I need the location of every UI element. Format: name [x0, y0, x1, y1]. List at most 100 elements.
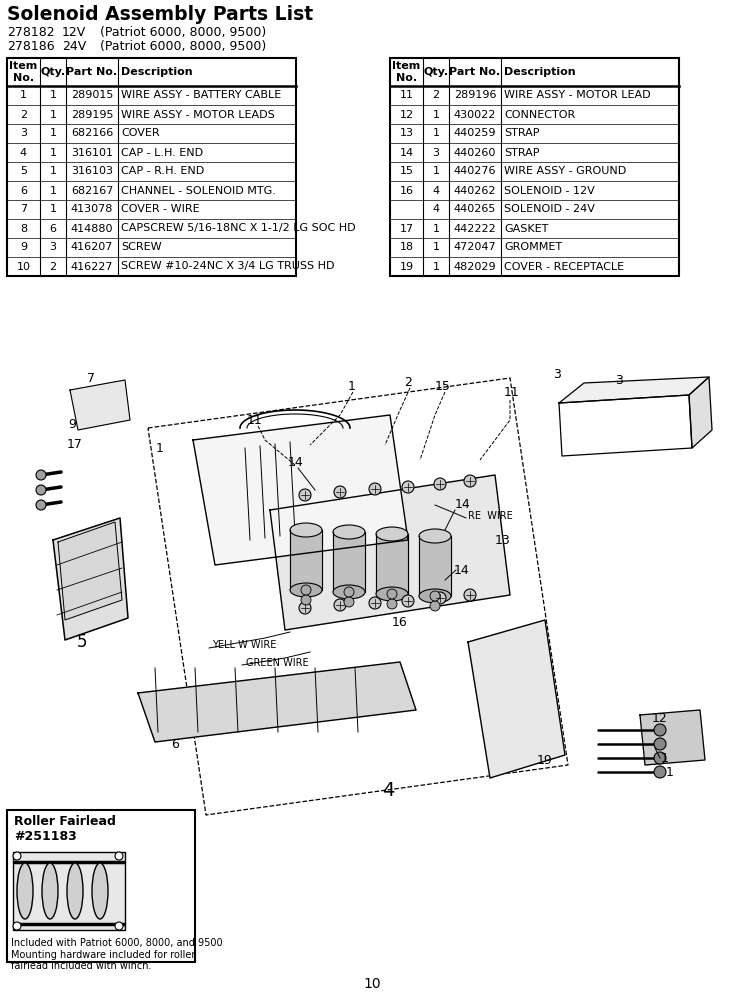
Text: 13: 13: [495, 534, 511, 547]
Text: 1: 1: [666, 765, 674, 778]
Text: 1: 1: [50, 128, 57, 138]
Text: 17: 17: [67, 437, 83, 450]
Circle shape: [430, 591, 440, 601]
Text: 413078: 413078: [71, 205, 113, 215]
Text: COVER - RECEPTACLE: COVER - RECEPTACLE: [504, 261, 624, 271]
Text: 1: 1: [50, 167, 57, 177]
Circle shape: [299, 602, 311, 614]
Circle shape: [654, 738, 666, 750]
Bar: [390, 58, 679, 276]
Text: 440262: 440262: [454, 186, 496, 196]
Ellipse shape: [290, 583, 322, 597]
Circle shape: [369, 597, 381, 609]
Text: 10: 10: [363, 977, 381, 991]
Text: WIRE ASSY - MOTOR LEAD: WIRE ASSY - MOTOR LEAD: [504, 90, 650, 100]
Text: 3: 3: [50, 243, 57, 252]
Text: STRAP: STRAP: [504, 147, 539, 157]
Text: 3: 3: [615, 375, 623, 388]
Text: Part No.: Part No.: [449, 67, 501, 77]
Text: SOLENOID - 24V: SOLENOID - 24V: [504, 205, 595, 215]
Polygon shape: [58, 522, 122, 620]
Text: RE  WIRE: RE WIRE: [468, 511, 513, 521]
Text: 12: 12: [400, 109, 414, 119]
Text: 1: 1: [50, 186, 57, 196]
Text: 430022: 430022: [454, 109, 496, 119]
Text: 416207: 416207: [71, 243, 113, 252]
Text: COVER - WIRE: COVER - WIRE: [121, 205, 199, 215]
Text: Solenoid Assembly Parts List: Solenoid Assembly Parts List: [7, 5, 313, 24]
Text: 1: 1: [156, 441, 164, 454]
Text: 6: 6: [20, 186, 27, 196]
Circle shape: [369, 483, 381, 495]
Text: 3: 3: [432, 147, 440, 157]
Circle shape: [115, 852, 123, 860]
Polygon shape: [53, 518, 128, 640]
Text: 482029: 482029: [454, 261, 496, 271]
Text: 8: 8: [20, 224, 27, 234]
Circle shape: [13, 852, 21, 860]
Text: 316103: 316103: [71, 167, 113, 177]
Circle shape: [464, 475, 476, 487]
Ellipse shape: [333, 585, 365, 599]
Text: 17: 17: [400, 224, 414, 234]
Circle shape: [387, 589, 397, 599]
Text: 682166: 682166: [71, 128, 113, 138]
Text: 4: 4: [432, 205, 440, 215]
Polygon shape: [333, 532, 365, 592]
Text: GROMMET: GROMMET: [504, 243, 562, 252]
Text: 15: 15: [400, 167, 414, 177]
Text: 440260: 440260: [454, 147, 496, 157]
Text: 1: 1: [432, 243, 440, 252]
Text: GREEN WIRE: GREEN WIRE: [246, 658, 309, 668]
Text: CHANNEL - SOLENOID MTG.: CHANNEL - SOLENOID MTG.: [121, 186, 276, 196]
Circle shape: [434, 592, 446, 604]
Text: (Patriot 6000, 8000, 9500): (Patriot 6000, 8000, 9500): [100, 26, 266, 39]
Text: GASKET: GASKET: [504, 224, 548, 234]
Text: 7: 7: [87, 372, 95, 385]
Ellipse shape: [92, 863, 108, 919]
Text: 4: 4: [432, 186, 440, 196]
Text: 12V: 12V: [62, 26, 86, 39]
Text: CONNECTOR: CONNECTOR: [504, 109, 575, 119]
Text: 289195: 289195: [71, 109, 113, 119]
Circle shape: [434, 478, 446, 490]
Text: 416227: 416227: [71, 261, 113, 271]
Ellipse shape: [419, 529, 451, 543]
Text: 12: 12: [652, 712, 668, 725]
Text: YELL W WIRE: YELL W WIRE: [212, 640, 276, 650]
Text: 7: 7: [20, 205, 27, 215]
Circle shape: [402, 595, 414, 607]
Text: 472047: 472047: [454, 243, 496, 252]
Text: 4: 4: [382, 780, 394, 799]
Text: 1: 1: [432, 167, 440, 177]
Text: 1: 1: [348, 380, 356, 393]
Circle shape: [299, 489, 311, 501]
Text: 16: 16: [392, 616, 408, 629]
Circle shape: [464, 589, 476, 601]
Bar: [7, 58, 296, 276]
Text: 14: 14: [400, 147, 414, 157]
Polygon shape: [290, 530, 322, 590]
Text: 2: 2: [20, 109, 27, 119]
Circle shape: [36, 500, 46, 510]
Ellipse shape: [67, 863, 83, 919]
Text: STRAP: STRAP: [504, 128, 539, 138]
Text: 440276: 440276: [454, 167, 496, 177]
Text: 9: 9: [20, 243, 27, 252]
Text: 2: 2: [432, 90, 440, 100]
Polygon shape: [270, 475, 510, 630]
Circle shape: [344, 597, 354, 607]
Polygon shape: [559, 377, 709, 403]
Text: WIRE ASSY - MOTOR LEADS: WIRE ASSY - MOTOR LEADS: [121, 109, 275, 119]
Text: Qty.: Qty.: [423, 67, 449, 77]
Text: 1: 1: [432, 109, 440, 119]
Text: 1: 1: [50, 147, 57, 157]
Text: 442222: 442222: [454, 224, 496, 234]
Text: 414880: 414880: [71, 224, 113, 234]
Text: WIRE ASSY - BATTERY CABLE: WIRE ASSY - BATTERY CABLE: [121, 90, 281, 100]
Text: 440265: 440265: [454, 205, 496, 215]
Text: Qty.: Qty.: [40, 67, 65, 77]
Text: 19: 19: [400, 261, 414, 271]
Circle shape: [13, 922, 21, 930]
Text: 1: 1: [661, 751, 669, 764]
